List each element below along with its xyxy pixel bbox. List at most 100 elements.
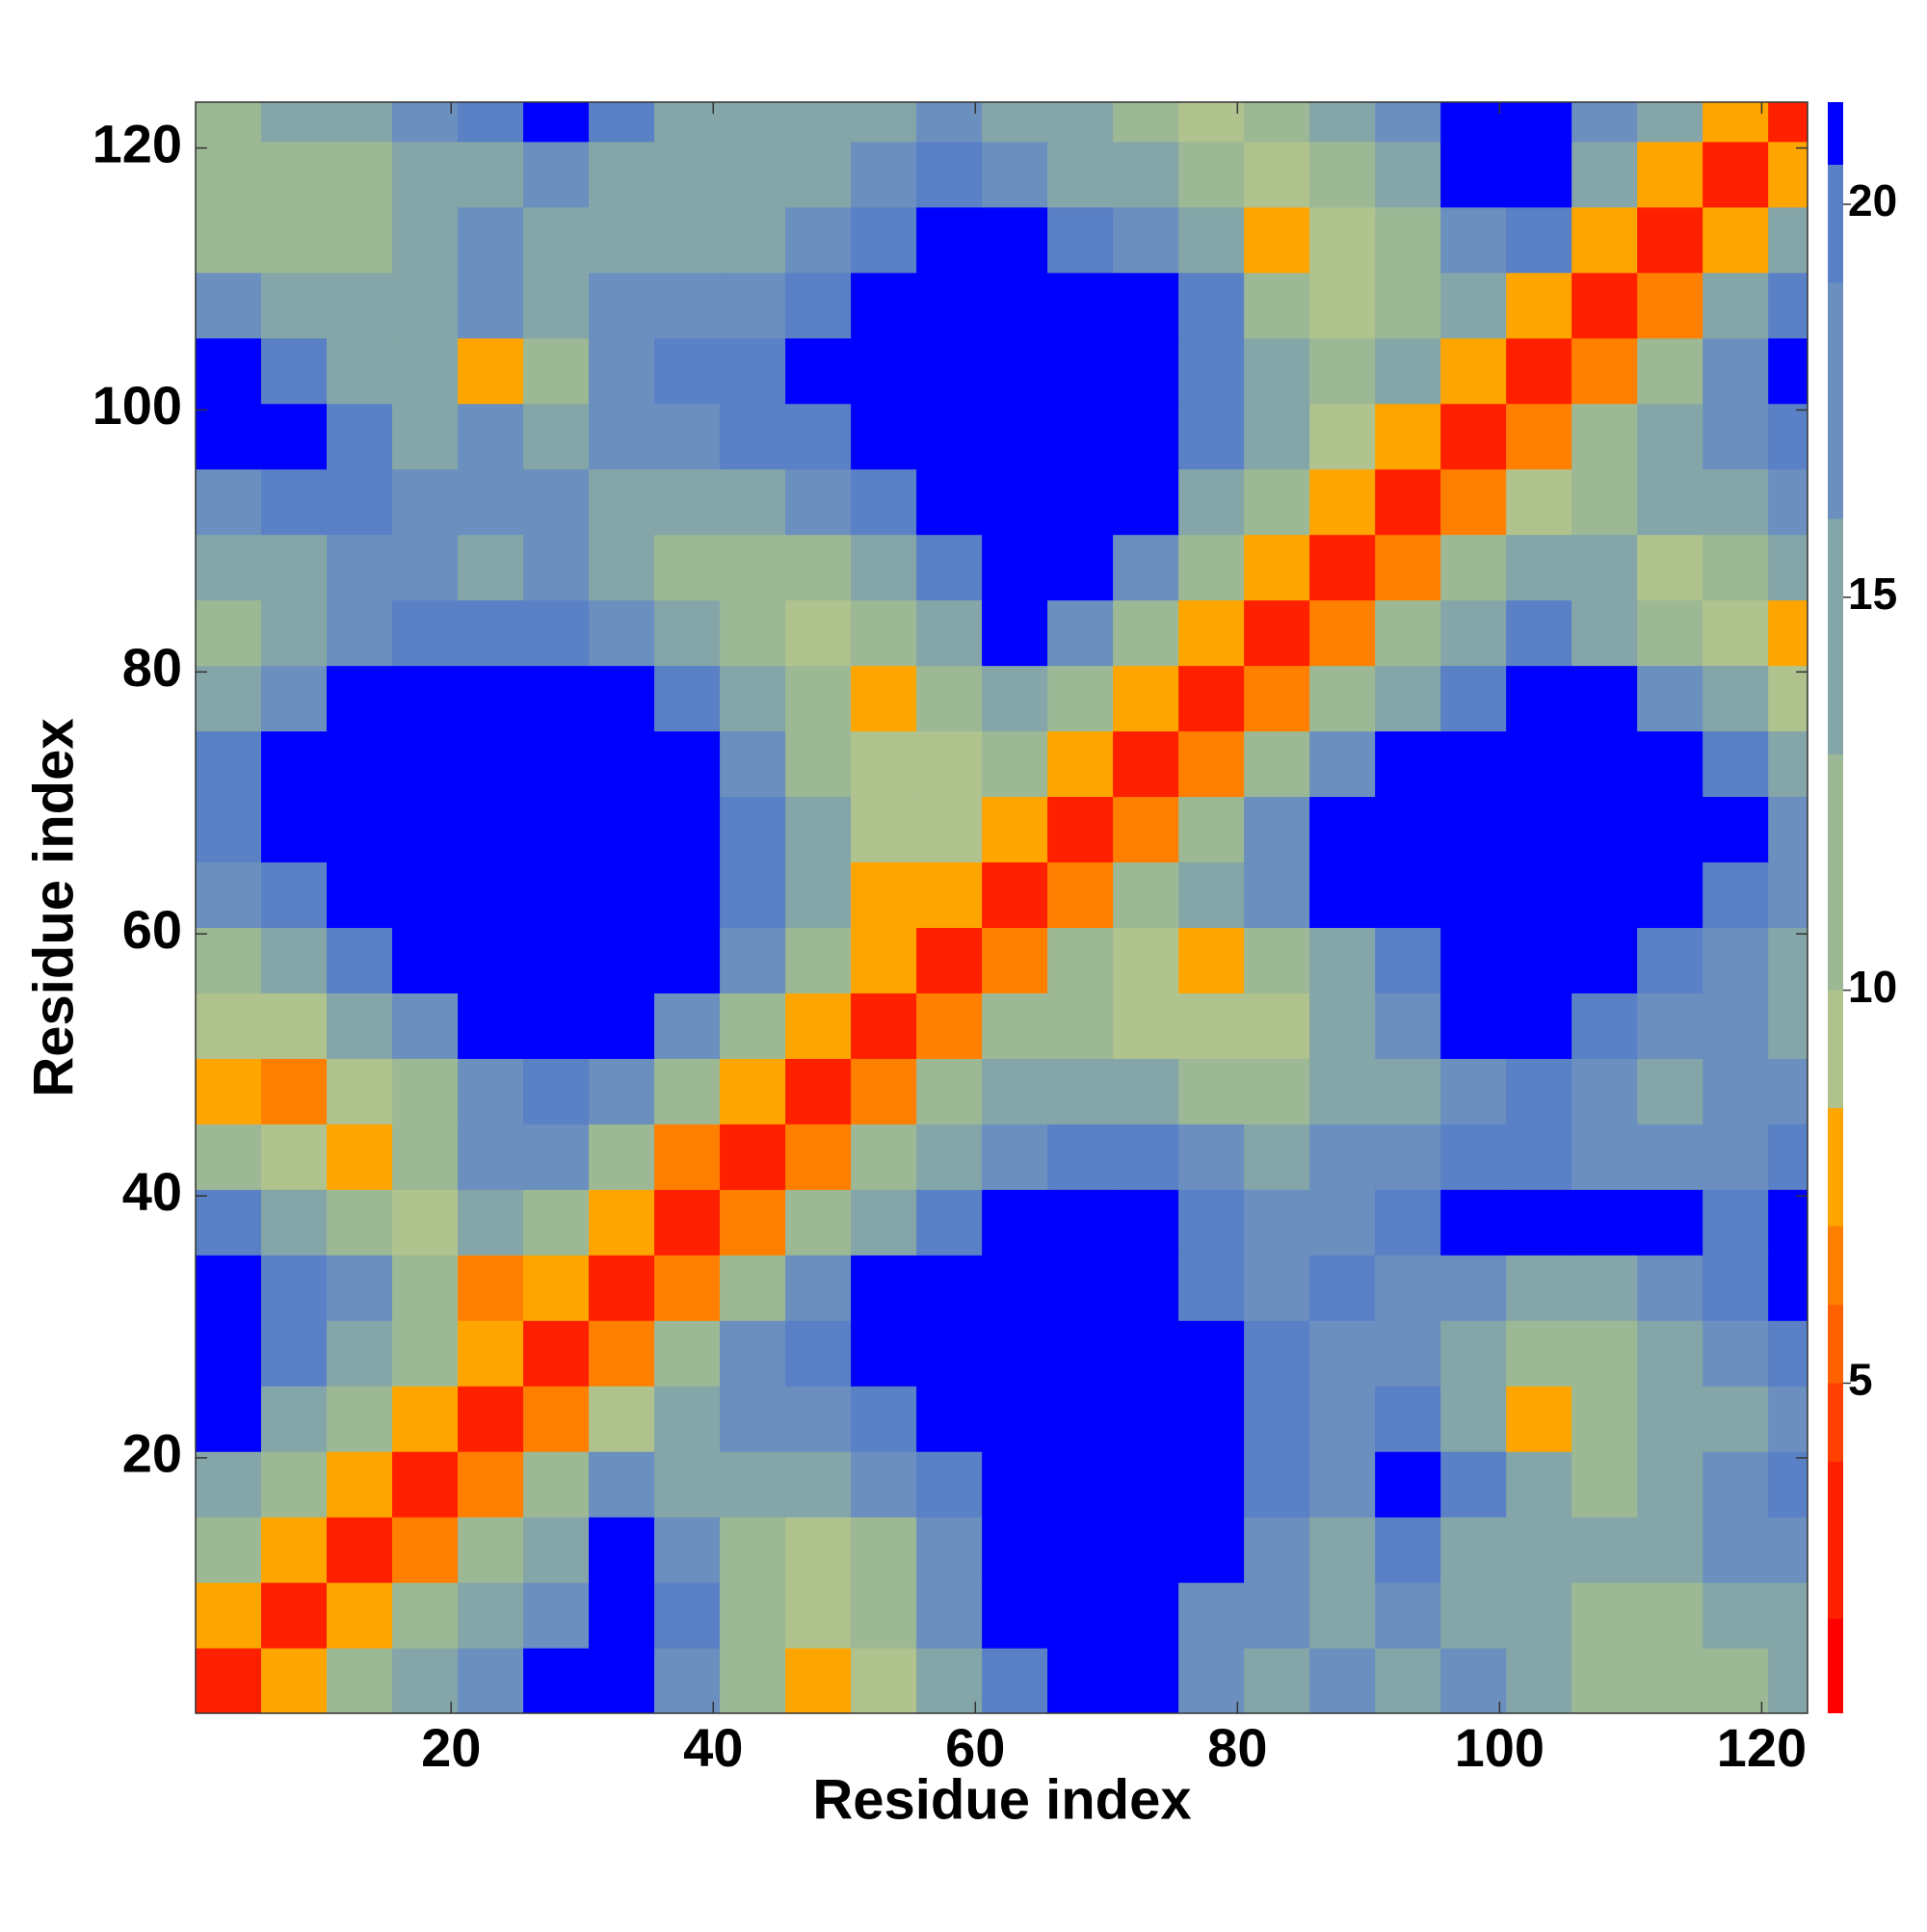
heatmap-cell bbox=[327, 927, 393, 993]
heatmap-cell bbox=[654, 272, 721, 339]
heatmap-cell bbox=[1178, 102, 1245, 143]
heatmap-cell bbox=[1571, 599, 1638, 667]
heatmap-cell bbox=[523, 1320, 590, 1387]
heatmap-cell bbox=[1571, 730, 1638, 798]
heatmap-cell bbox=[654, 1451, 721, 1518]
heatmap-cell bbox=[261, 272, 328, 339]
heatmap-cell bbox=[1506, 665, 1572, 732]
heatmap-cell bbox=[327, 102, 393, 143]
heatmap-cell bbox=[1113, 403, 1179, 470]
heatmap-cell bbox=[720, 206, 786, 274]
heatmap-cell bbox=[1375, 796, 1441, 863]
colorbar-tick-label: 5 bbox=[1848, 1355, 1873, 1405]
heatmap-cell bbox=[1178, 992, 1245, 1059]
heatmap-cell bbox=[1637, 337, 1703, 405]
heatmap-cell bbox=[1244, 992, 1310, 1059]
heatmap-cell bbox=[1047, 1451, 1114, 1518]
heatmap-cell bbox=[1113, 1255, 1179, 1321]
heatmap-cell bbox=[1113, 730, 1179, 798]
heatmap-cell bbox=[1571, 403, 1638, 470]
heatmap-cell bbox=[1047, 1058, 1114, 1125]
heatmap-cell bbox=[1375, 403, 1441, 470]
heatmap-cell bbox=[982, 1320, 1048, 1387]
heatmap-cell bbox=[1440, 992, 1507, 1059]
heatmap-cell bbox=[1047, 1648, 1114, 1713]
heatmap-cell bbox=[1047, 1517, 1114, 1583]
heatmap-cell bbox=[654, 141, 721, 208]
heatmap-cell bbox=[1768, 206, 1808, 274]
heatmap-cell bbox=[1244, 141, 1310, 208]
heatmap-cell bbox=[1768, 927, 1808, 993]
heatmap-cell bbox=[1440, 337, 1507, 405]
heatmap-cell bbox=[1047, 1124, 1114, 1190]
heatmap-cell bbox=[916, 1124, 983, 1190]
heatmap-cell bbox=[982, 927, 1048, 993]
heatmap-cell bbox=[458, 927, 524, 993]
heatmap-cell bbox=[851, 272, 917, 339]
x-axis-label: Residue index bbox=[812, 1768, 1191, 1831]
heatmap-cell bbox=[785, 403, 852, 470]
heatmap-cell bbox=[654, 665, 721, 732]
y-tick-label: 120 bbox=[92, 113, 182, 173]
heatmap-cell bbox=[720, 1255, 786, 1321]
heatmap-cell bbox=[523, 102, 590, 143]
heatmap-cell bbox=[1768, 599, 1808, 667]
heatmap-cell bbox=[851, 1058, 917, 1125]
heatmap-cell bbox=[1113, 102, 1179, 143]
heatmap-cell bbox=[196, 534, 262, 601]
x-tick-label: 80 bbox=[1207, 1717, 1267, 1778]
heatmap-cell bbox=[327, 206, 393, 274]
heatmap-cell bbox=[916, 1320, 983, 1387]
heatmap-cell bbox=[1506, 796, 1572, 863]
heatmap-cell bbox=[982, 1517, 1048, 1583]
colorbar-tick-label: 20 bbox=[1848, 175, 1897, 225]
heatmap-cell bbox=[1703, 272, 1769, 339]
heatmap-cell bbox=[785, 927, 852, 993]
heatmap-cell bbox=[1375, 861, 1441, 928]
heatmap-cell bbox=[851, 1320, 917, 1387]
heatmap-cell bbox=[458, 102, 524, 143]
heatmap-cell bbox=[1375, 1517, 1441, 1583]
heatmap-cell bbox=[261, 927, 328, 993]
x-tick-label: 20 bbox=[421, 1717, 481, 1778]
heatmap-cell bbox=[1571, 468, 1638, 536]
heatmap-cell bbox=[261, 1517, 328, 1583]
heatmap-cell bbox=[458, 272, 524, 339]
heatmap-cell bbox=[392, 141, 459, 208]
heatmap-cell bbox=[982, 337, 1048, 405]
heatmap-cell bbox=[1178, 141, 1245, 208]
heatmap-cell bbox=[1113, 992, 1179, 1059]
heatmap-cell bbox=[1309, 992, 1376, 1059]
heatmap-cell bbox=[261, 403, 328, 470]
heatmap-cell bbox=[261, 1189, 328, 1256]
heatmap-cell bbox=[327, 337, 393, 405]
heatmap-cell bbox=[1768, 1648, 1808, 1713]
heatmap-cell bbox=[1309, 599, 1376, 667]
heatmap-cell bbox=[916, 796, 983, 863]
heatmap-cell bbox=[1375, 665, 1441, 732]
heatmap-cell bbox=[1178, 403, 1245, 470]
heatmap-cell bbox=[458, 796, 524, 863]
heatmap-cell bbox=[458, 1451, 524, 1518]
heatmap-cell bbox=[1047, 534, 1114, 601]
heatmap-cell bbox=[1113, 599, 1179, 667]
heatmap-cell bbox=[916, 1648, 983, 1713]
heatmap-cell bbox=[1637, 1517, 1703, 1583]
heatmap-cell bbox=[1440, 1386, 1507, 1452]
heatmap-cell bbox=[1440, 927, 1507, 993]
heatmap-cell bbox=[1637, 1320, 1703, 1387]
heatmap-cell bbox=[916, 992, 983, 1059]
heatmap-cell bbox=[1375, 206, 1441, 274]
heatmap-cell bbox=[785, 468, 852, 536]
heatmap-cell bbox=[1113, 1124, 1179, 1190]
heatmap-cell bbox=[1244, 272, 1310, 339]
heatmap-cell bbox=[327, 141, 393, 208]
heatmap-cell bbox=[1375, 1124, 1441, 1190]
heatmap-cell bbox=[1178, 1124, 1245, 1190]
heatmap-cell bbox=[1375, 102, 1441, 143]
heatmap-cell bbox=[1113, 468, 1179, 536]
heatmap-cell bbox=[785, 534, 852, 601]
heatmap-cell bbox=[982, 1189, 1048, 1256]
heatmap-cell bbox=[196, 1451, 262, 1518]
heatmap-cell bbox=[1309, 1189, 1376, 1256]
